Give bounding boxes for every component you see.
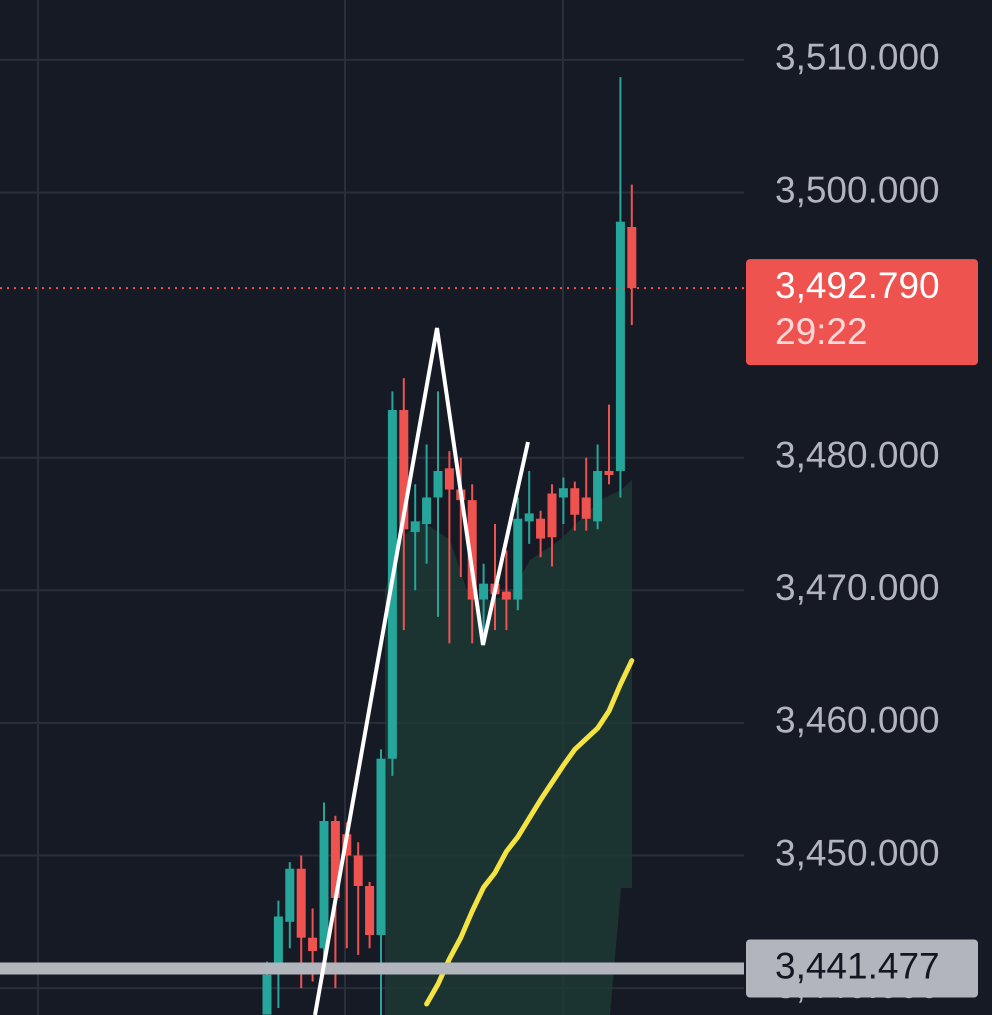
candle-body (627, 226, 637, 289)
price-axis: 3,440.0003,450.0003,460.0003,470.0003,48… (746, 37, 978, 1006)
last-price-box (746, 259, 978, 366)
y-tick-label: 3,450.000 (775, 832, 940, 873)
y-tick-label: 3,480.000 (775, 434, 940, 475)
candle-body (558, 488, 568, 498)
candle-body (285, 868, 295, 922)
candles (0, 77, 744, 1015)
y-tick-label: 3,460.000 (775, 700, 940, 741)
candle-body (604, 470, 614, 475)
candle-body (536, 518, 546, 539)
candle-body (570, 488, 580, 515)
candle-body (353, 855, 363, 886)
candle-body (581, 497, 591, 519)
candle-body (524, 513, 534, 522)
price-line-label: 3,441.477 (775, 945, 940, 986)
candle-body (479, 583, 489, 600)
moving-average (424, 658, 635, 1007)
candle-body (365, 885, 375, 936)
countdown-label: 29:22 (775, 311, 868, 352)
candle-body (513, 518, 523, 600)
candle-body (376, 758, 386, 936)
y-tick-label: 3,470.000 (775, 567, 940, 608)
zigzag-drawing (313, 327, 530, 1015)
last-price-label: 3,492.790 (775, 265, 940, 306)
candle-body (319, 821, 329, 949)
candle-body (399, 409, 409, 530)
candle-body (501, 591, 511, 600)
candle-body (547, 493, 557, 538)
y-tick-label: 3,510.000 (775, 37, 940, 78)
candle-body (262, 974, 272, 1015)
candle-body (615, 221, 625, 471)
candle-body (593, 470, 603, 522)
candle-body (296, 868, 306, 938)
candle-body (444, 468, 454, 490)
candle-body (330, 821, 340, 898)
candle-body (422, 497, 432, 525)
candle-body (467, 500, 477, 600)
shaded-area (385, 480, 632, 1015)
candle-body (433, 470, 443, 498)
y-tick-label: 3,500.000 (775, 169, 940, 210)
candle-body (410, 521, 420, 532)
candle-body (273, 916, 283, 974)
candle-body (308, 937, 318, 951)
price-line-box (746, 939, 978, 998)
